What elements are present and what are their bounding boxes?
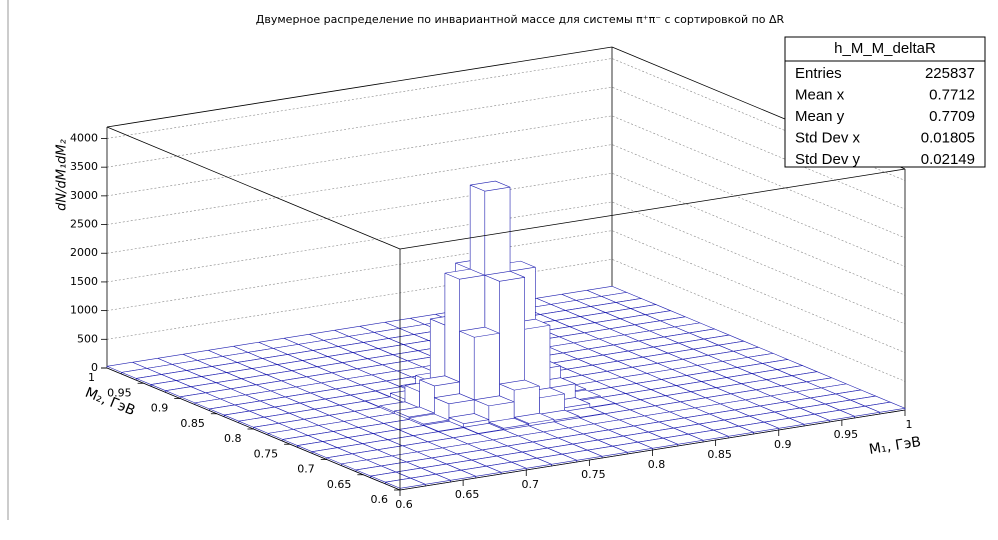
y-tick-label: 1	[88, 371, 95, 384]
x-axis-title: M₁, ГэВ	[868, 434, 922, 458]
x-tick-label: 0.6	[395, 498, 413, 511]
z-tick-label: 500	[77, 332, 98, 345]
x-tick-label: 0.95	[834, 428, 859, 441]
stats-box: h_M_M_deltaR Entries 225837 Mean x 0.7712 Me…	[784, 36, 986, 168]
z-tick-label: 4000	[70, 131, 98, 144]
stats-name: h_M_M_deltaR	[834, 40, 936, 57]
y-tick-label: 0.65	[327, 478, 352, 491]
stats-frame	[784, 36, 986, 168]
x-tick-label: 0.65	[455, 488, 480, 501]
z-tick-label: 2000	[70, 246, 98, 259]
x-tick-label: 1	[906, 418, 913, 431]
x-tick-label: 0.8	[648, 458, 666, 471]
x-tick-label: 0.85	[707, 448, 732, 461]
chart-title: Двумерное распределение по инвариантной …	[256, 13, 785, 26]
y-tick-label: 0.75	[254, 447, 279, 460]
box-edge	[106, 126, 401, 250]
stats-label: Std Dev x	[795, 129, 861, 146]
stats-value: 0.01805	[921, 129, 975, 146]
box-edge	[106, 46, 613, 128]
x-tick-label: 0.75	[581, 468, 606, 481]
y-tick-label: 0.8	[224, 432, 242, 445]
x-tick-label: 0.7	[522, 478, 540, 491]
z-tick-label: 3000	[70, 189, 98, 202]
y-tick-label: 0.95	[107, 386, 132, 399]
stats-label: Entries	[795, 65, 842, 82]
y-tick-label: 0.85	[180, 417, 205, 430]
stats-value: 0.7709	[929, 108, 975, 125]
y-tick-label: 0.9	[151, 402, 169, 415]
stats-label: Std Dev y	[795, 151, 861, 168]
z-tick-label: 1000	[70, 304, 98, 317]
z-tick-label: 0	[91, 361, 98, 374]
y-tick-label: 0.7	[297, 463, 315, 476]
stats-label: Mean x	[795, 86, 845, 103]
z-axis-title: dN/dM₁dM₂	[55, 139, 70, 211]
x-tick-label: 0.9	[774, 438, 792, 451]
y-tick-label: 0.6	[371, 493, 389, 506]
stats-value: 225837	[925, 65, 975, 82]
z-tick-label: 2500	[70, 218, 98, 231]
z-tick-label: 3500	[70, 160, 98, 173]
stats-value: 0.02149	[921, 151, 975, 168]
stats-label: Mean y	[795, 108, 845, 125]
z-tick-label: 1500	[70, 275, 98, 288]
box-edge	[399, 168, 906, 250]
stats-value: 0.7712	[929, 86, 975, 103]
